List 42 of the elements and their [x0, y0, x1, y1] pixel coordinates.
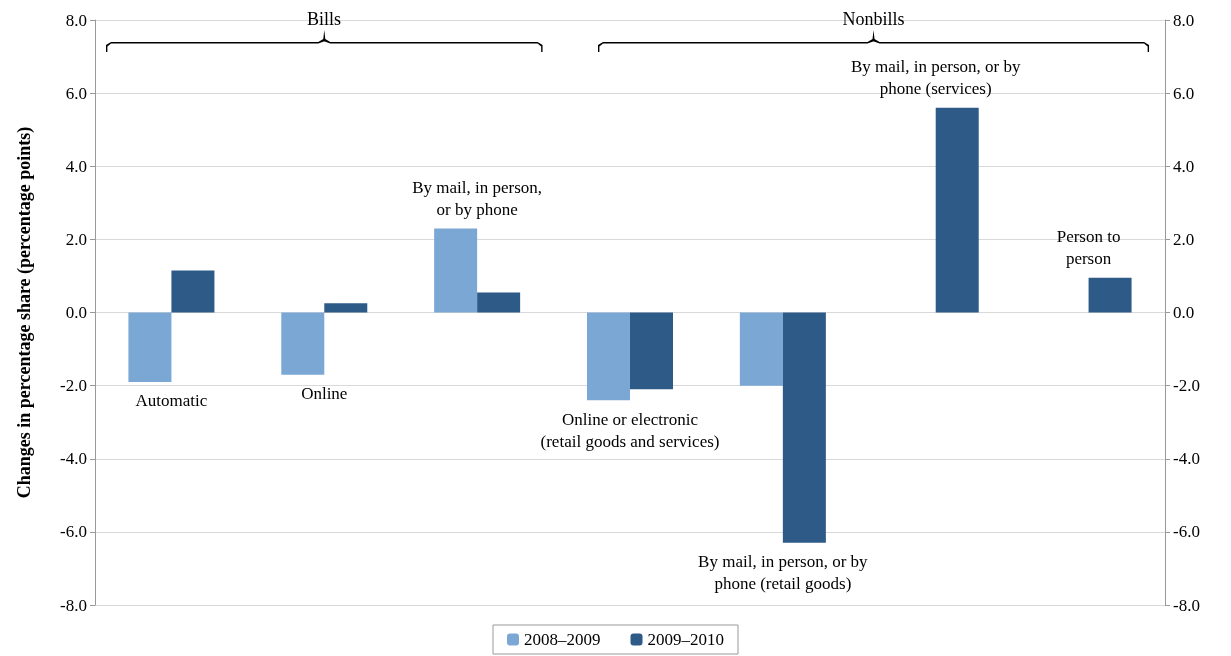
- bar: [630, 312, 673, 390]
- x-tick-label: By mail, in person, or by phone: [412, 177, 543, 219]
- y2-tick-label: -6.0: [1173, 522, 1200, 542]
- y2-tick-label: 0.0: [1173, 303, 1195, 322]
- y2-tick-label: -8.0: [1173, 595, 1200, 615]
- y-tick-label: 8.0: [65, 10, 87, 30]
- y2-tick-label: -2.0: [1173, 376, 1200, 396]
- y-axis-title: Changes in percentage share (percentage points): [14, 126, 35, 499]
- y2-tick-label: 6.0: [1173, 83, 1195, 103]
- y-tick-label: 6.0: [65, 83, 87, 103]
- bar: [477, 292, 521, 313]
- bar: [128, 312, 172, 382]
- y-tick-label: 2.0: [65, 229, 87, 249]
- y2-tick-label: 2.0: [1173, 229, 1195, 249]
- y-tick-label: 4.0: [65, 156, 87, 176]
- bar: [935, 107, 979, 313]
- annotation: Bills: [306, 9, 341, 29]
- y-tick-label: -4.0: [60, 449, 87, 469]
- bar: [281, 312, 325, 375]
- y2-tick-label: 8.0: [1173, 10, 1195, 30]
- bar: [324, 303, 368, 313]
- legend-label: 2008–2009: [524, 630, 601, 649]
- annotation: Nonbills: [842, 9, 905, 29]
- bar: [1088, 277, 1132, 313]
- bar: [171, 270, 215, 313]
- y-tick-label: 0.0: [65, 303, 87, 322]
- y-tick-label: -6.0: [60, 522, 87, 542]
- y-tick-label: -2.0: [60, 376, 87, 396]
- y2-tick-label: 4.0: [1173, 156, 1195, 176]
- legend-label: 2009–2010: [647, 630, 724, 649]
- bar: [587, 312, 630, 401]
- bar: [782, 312, 826, 543]
- x-tick-label: By mail, in person, or by phone (services): [850, 57, 1021, 99]
- y2-tick-label: -4.0: [1173, 449, 1200, 469]
- x-tick-label: Online: [301, 384, 348, 404]
- x-tick-label: By mail, in person, or by phone (retail goods): [698, 552, 869, 594]
- bar: [434, 228, 478, 313]
- bar: [739, 312, 783, 386]
- x-tick-label: Automatic: [135, 391, 208, 411]
- x-tick-label: Online or electronic (retail goods and services): [540, 409, 720, 451]
- y-tick-label: -8.0: [60, 595, 87, 615]
- x-tick-label: Person to person: [1056, 227, 1121, 269]
